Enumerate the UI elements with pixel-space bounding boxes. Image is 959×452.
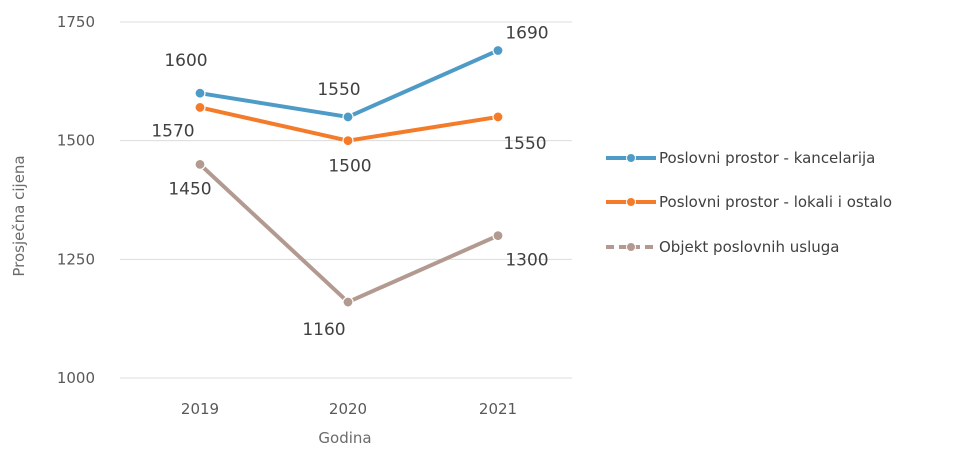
legend: Poslovni prostor - kancelarija Poslovni p… <box>606 149 892 256</box>
y-tick-label: 1750 <box>57 13 95 31</box>
data-label: 1160 <box>302 320 345 340</box>
data-label: 1550 <box>503 134 546 154</box>
data-point <box>342 296 354 308</box>
data-label: 1450 <box>168 179 211 199</box>
legend-marker <box>626 153 636 163</box>
data-label: 1570 <box>151 121 194 141</box>
x-tick-label: 2019 <box>181 400 219 418</box>
data-label: 1690 <box>505 23 548 43</box>
data-labels: 1600 1550 1690 1570 1500 1550 1450 1160 1300 <box>151 23 548 340</box>
y-axis-ticks: 1000 1250 1500 1750 <box>57 13 95 387</box>
x-axis-ticks: 2019 2020 2021 <box>181 400 517 418</box>
series-2 <box>194 158 504 308</box>
data-point <box>492 230 504 242</box>
series-line <box>198 162 500 305</box>
data-point <box>492 44 504 57</box>
data-point <box>342 111 354 123</box>
legend-label: Poslovni prostor - lokali i ostalo <box>659 193 892 211</box>
x-tick-label: 2021 <box>479 400 517 418</box>
legend-label: Objekt poslovnih usluga <box>659 238 839 256</box>
y-axis-title: Prosječna cijena <box>10 155 28 276</box>
data-point <box>492 111 504 123</box>
data-label: 1600 <box>164 51 207 71</box>
data-point <box>194 87 206 99</box>
series <box>194 44 504 308</box>
legend-marker <box>626 242 636 252</box>
y-tick-label: 1000 <box>57 369 95 387</box>
legend-label: Poslovni prostor - kancelarija <box>659 149 875 167</box>
data-label: 1300 <box>505 251 548 271</box>
legend-item: Objekt poslovnih usluga <box>606 238 839 256</box>
data-label: 1500 <box>328 157 371 177</box>
data-label: 1550 <box>317 80 360 100</box>
legend-item: Poslovni prostor - lokali i ostalo <box>606 193 892 211</box>
y-tick-label: 1250 <box>57 250 95 268</box>
series-0 <box>194 44 504 123</box>
series-1 <box>194 101 504 147</box>
data-point <box>342 135 354 147</box>
x-axis-title: Godina <box>318 429 371 447</box>
data-point <box>194 158 206 170</box>
data-point <box>194 101 206 114</box>
gridlines <box>120 21 572 379</box>
legend-marker <box>626 197 636 207</box>
legend-item: Poslovni prostor - kancelarija <box>606 149 875 167</box>
y-tick-label: 1500 <box>57 132 95 150</box>
x-tick-label: 2020 <box>329 400 367 418</box>
